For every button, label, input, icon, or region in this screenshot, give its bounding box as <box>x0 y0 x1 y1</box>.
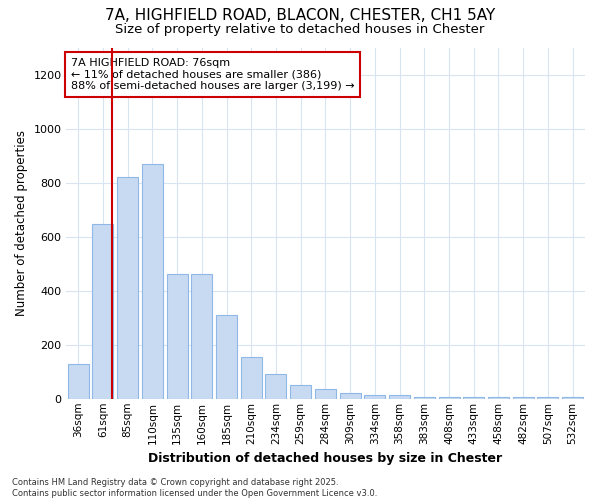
Bar <box>241 357 262 399</box>
Bar <box>340 394 361 399</box>
Bar <box>68 364 89 399</box>
Bar <box>364 394 385 399</box>
Bar <box>538 398 559 399</box>
Bar <box>216 315 237 399</box>
Bar <box>389 394 410 399</box>
Bar <box>488 398 509 399</box>
Bar <box>414 398 435 399</box>
Text: 7A HIGHFIELD ROAD: 76sqm
← 11% of detached houses are smaller (386)
88% of semi-: 7A HIGHFIELD ROAD: 76sqm ← 11% of detach… <box>71 58 355 91</box>
Bar <box>265 374 286 399</box>
X-axis label: Distribution of detached houses by size in Chester: Distribution of detached houses by size … <box>148 452 502 465</box>
Text: Contains HM Land Registry data © Crown copyright and database right 2025.
Contai: Contains HM Land Registry data © Crown c… <box>12 478 377 498</box>
Bar <box>142 164 163 399</box>
Bar <box>92 224 113 399</box>
Y-axis label: Number of detached properties: Number of detached properties <box>15 130 28 316</box>
Bar <box>315 390 336 399</box>
Bar <box>562 398 583 399</box>
Bar <box>463 398 484 399</box>
Bar <box>167 274 188 399</box>
Text: 7A, HIGHFIELD ROAD, BLACON, CHESTER, CH1 5AY: 7A, HIGHFIELD ROAD, BLACON, CHESTER, CH1… <box>105 8 495 22</box>
Bar <box>512 398 534 399</box>
Bar <box>191 274 212 399</box>
Bar <box>117 177 138 399</box>
Bar <box>290 386 311 399</box>
Bar <box>439 398 460 399</box>
Text: Size of property relative to detached houses in Chester: Size of property relative to detached ho… <box>115 22 485 36</box>
